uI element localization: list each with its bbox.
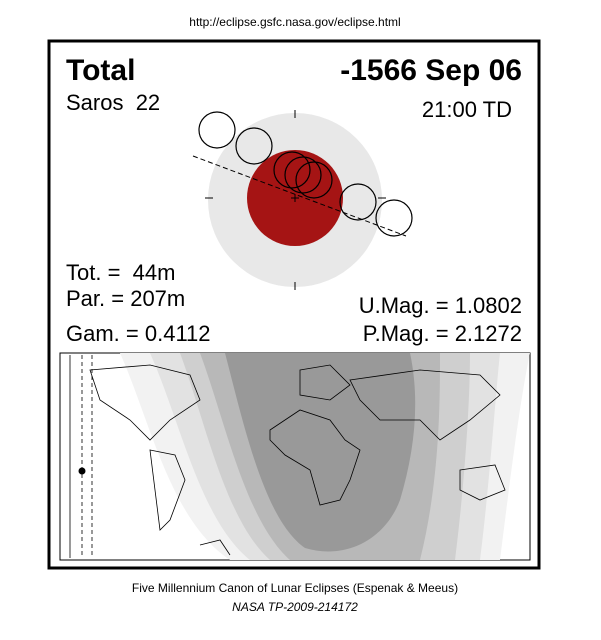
- axis-ticks: [205, 110, 386, 290]
- gamma: Gam. = 0.4112: [66, 321, 211, 346]
- saros: Saros 22: [66, 90, 160, 115]
- time: 21:00 TD: [422, 97, 512, 122]
- penumbral-magnitude: P.Mag. = 2.1272: [363, 321, 522, 346]
- eclipse-type: Total: [66, 54, 135, 87]
- eclipse-date: -1566 Sep 06: [340, 54, 522, 87]
- url: http://eclipse.gsfc.nasa.gov/eclipse.htm…: [189, 15, 400, 29]
- reference: NASA TP-2009-214172: [232, 600, 358, 614]
- eclipse-diagram: [192, 110, 413, 290]
- visibility-map: [59, 352, 531, 561]
- moon-positions: [198, 111, 413, 237]
- total-duration: Tot. = 44m: [66, 260, 175, 285]
- frame: [47, 39, 541, 570]
- umbral-magnitude: U.Mag. = 1.0802: [359, 293, 522, 318]
- canon-title: Five Millennium Canon of Lunar Eclipses …: [132, 581, 458, 595]
- moon-path: [192, 155, 407, 237]
- partial-duration: Par. = 207m: [66, 286, 185, 311]
